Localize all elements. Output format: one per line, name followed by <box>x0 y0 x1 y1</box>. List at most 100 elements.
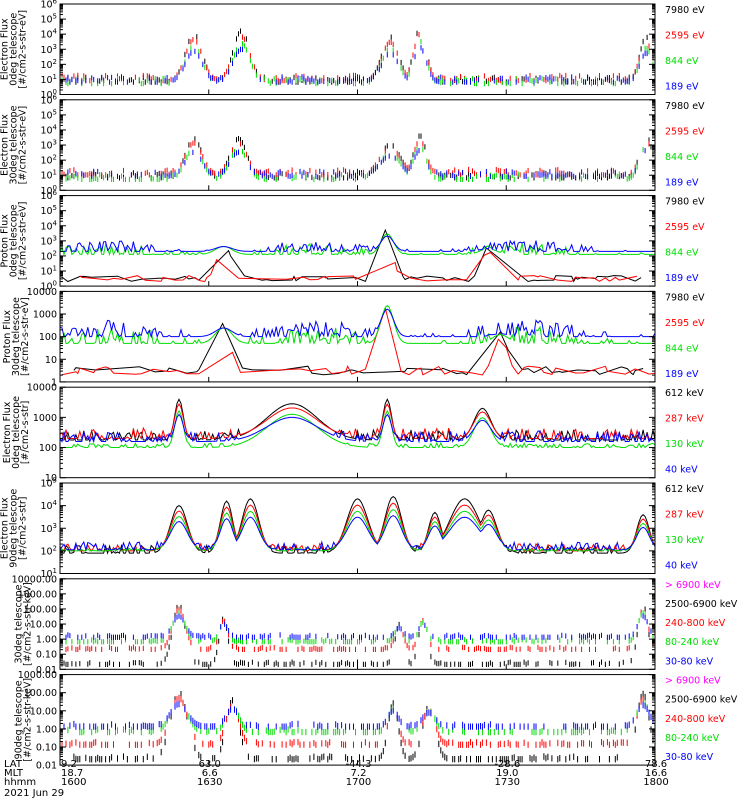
p6-series-1 <box>59 502 656 553</box>
p7-ylabel-line: 30deg telescope <box>14 584 25 663</box>
p4-traces <box>59 304 656 376</box>
p7-legend-entry: 240-800 keV <box>665 618 726 629</box>
p4-legend-entry: 844 eV <box>665 343 699 354</box>
p5-series-3 <box>59 413 656 444</box>
p2-ytick-label: 105 <box>40 108 57 121</box>
x-tick-lat: 9.2 <box>61 759 77 770</box>
p8-ytick-label: 100.00 <box>24 688 57 699</box>
p8-series-3 <box>67 700 650 736</box>
p6-series-2 <box>59 509 656 552</box>
p7-ytick-label: 100.00 <box>24 604 57 615</box>
p3-ylabel-line: Proton Flux <box>0 214 11 268</box>
p2-traces <box>59 133 656 182</box>
p3-ylabel-line: TED <box>0 231 2 251</box>
x-tick-mlt: 16.6 <box>645 768 667 779</box>
p8-ytick-label: 0.10 <box>36 743 57 754</box>
p6-legend-entry: 40 keV <box>665 561 698 572</box>
panel-p1: 100101102103104105106TEDElectron Flux0de… <box>0 0 705 101</box>
p3-legend-entry: 189 eV <box>665 273 699 284</box>
p5-traces <box>59 398 656 449</box>
p4-ylabel-line: [#/cm2-s-str-eV] <box>20 297 31 376</box>
p4-ylabel-line: Proton Flux <box>2 310 13 364</box>
p7-legend-entry: > 6900 keV <box>665 580 721 591</box>
p1-ytick-label: 104 <box>40 28 57 41</box>
x-tick-lat: 63.0 <box>199 759 221 770</box>
p8-ylabel-line: [#/cm2-s-str-keV] <box>23 678 34 762</box>
p8-ytick-label: 1.00 <box>36 724 57 735</box>
p1-ylabel-line: TED <box>0 40 2 60</box>
p2-ytick-label: 103 <box>40 139 57 152</box>
p1-ytick-label: 106 <box>40 0 57 11</box>
p4-series-1 <box>61 306 656 376</box>
p4-ytick-label: 1 <box>51 377 57 388</box>
p8-ytick-label: 10.00 <box>30 706 57 717</box>
p6-legend-entry: 130 keV <box>665 535 704 546</box>
p6-series-0 <box>59 495 656 555</box>
p4-ytick-label: 10000 <box>27 287 57 298</box>
p2-legend-entry: 844 eV <box>665 152 699 163</box>
p8-series-4 <box>63 700 656 730</box>
p4-legend-entry: 7980 eV <box>665 292 705 303</box>
p6-ylabel-line: 90deg telescope <box>9 489 20 568</box>
p6-ytick-label: 103 <box>40 522 57 535</box>
p5-legend-entry: 40 keV <box>665 465 698 476</box>
p2-legend-entry: 7980 eV <box>665 101 705 112</box>
p7-ytick-label: 1000.00 <box>18 589 57 600</box>
p3-ytick-label: 105 <box>40 204 57 217</box>
p8-legend-entry: 80-240 keV <box>665 733 720 744</box>
p7-ytick-label: 0.10 <box>36 650 57 661</box>
p1-ytick-label: 102 <box>40 58 57 71</box>
p8-ytick-label: 0.01 <box>36 761 57 772</box>
p2-legend-entry: 189 eV <box>665 177 699 188</box>
p4-legend-entry: 189 eV <box>665 369 699 380</box>
p2-ylabel-line: 30deg telescope <box>9 105 20 184</box>
p3-ylabel-line: 0deg telescope <box>9 204 20 277</box>
p3-series-1 <box>79 251 638 283</box>
p6-legend-entry: 612 keV <box>665 484 704 495</box>
p7-legend-entry: 30-80 keV <box>665 656 714 667</box>
p1-ytick-label: 105 <box>40 13 57 26</box>
p7-ytick-label: 1.00 <box>36 635 57 646</box>
p4-ytick-label: 1000 <box>33 310 57 321</box>
p1-traces <box>59 28 656 87</box>
p7-ytick-label: 10.00 <box>30 620 57 631</box>
p2-ytick-label: 101 <box>40 169 57 182</box>
p3-traces <box>59 228 655 283</box>
p2-series-1 <box>59 140 650 178</box>
p4-ytick-label: 100 <box>39 332 57 343</box>
p2-ylabel-line: [#/cm2-s-str-eV] <box>18 106 29 185</box>
p5-legend-entry: 612 keV <box>665 388 704 399</box>
panel-stack: 100101102103104105106TEDElectron Flux0de… <box>0 0 738 772</box>
lat-row-label: LAT <box>4 759 23 770</box>
p5-series-2 <box>60 409 656 449</box>
p2-legend-entry: 2595 eV <box>665 126 705 137</box>
p4-ylabel-line: 30deg telescope <box>11 297 22 376</box>
p6-legend-entry: 287 keV <box>665 510 704 521</box>
p7-traces <box>59 604 656 667</box>
p5-ytick-label: 10 <box>45 473 57 484</box>
x-tick-hhmm: 1730 <box>495 777 520 788</box>
p8-legend-entry: 240-800 keV <box>665 714 726 725</box>
p1-ylabel-line: [#/cm2-s-str-eV] <box>18 10 29 89</box>
p1-ylabel-line: 0deg telescope <box>9 13 20 86</box>
p1-series-1 <box>61 32 650 84</box>
x-tick-hhmm: 1630 <box>197 777 222 788</box>
p3-series-3 <box>60 235 655 254</box>
p5-legend-entry: 130 keV <box>665 439 704 450</box>
x-tick-mlt: 6.6 <box>202 768 218 779</box>
x-tick-hhmm: 1700 <box>346 777 371 788</box>
p1-legend-entry: 844 eV <box>665 56 699 67</box>
p2-ytick-label: 104 <box>40 123 57 136</box>
x-tick-mlt: 7.2 <box>351 768 367 779</box>
p7-frame <box>59 578 656 670</box>
p7-legend-entry: 80-240 keV <box>665 637 720 648</box>
panel-p3: 100101102103104105106TEDProton Flux0deg … <box>0 189 705 293</box>
p6-traces <box>59 495 656 555</box>
p8-legend-entry: 30-80 keV <box>665 752 714 763</box>
p3-ytick-label: 104 <box>40 219 57 232</box>
p3-legend-entry: 844 eV <box>665 248 699 259</box>
